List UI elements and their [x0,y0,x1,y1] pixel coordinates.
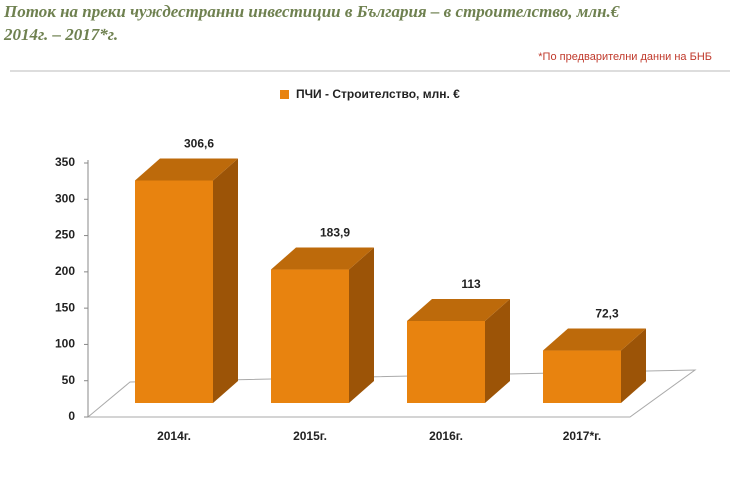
value-label: 72,3 [595,307,619,321]
y-tick-label: 0 [68,409,75,423]
value-label: 306,6 [184,137,214,151]
y-tick-label: 250 [55,228,75,242]
bar-top [543,328,646,351]
y-tick-label: 200 [55,264,75,278]
bar-top [407,298,510,321]
value-label: 113 [461,277,481,291]
value-label: 183,9 [320,226,350,240]
bar-side [213,158,238,403]
x-tick-label: 2015г. [293,429,327,443]
bar [135,180,213,403]
bar [407,320,485,403]
bar-side [349,247,374,403]
x-tick-label: 2016г. [429,429,463,443]
chart-title: Поток на преки чуждестранни инвестиции в… [3,2,620,21]
bar-side [485,298,510,403]
bar-side [621,328,646,403]
legend-label: ПЧИ - Строителство, млн. € [296,87,460,101]
y-tick-label: 300 [55,191,75,205]
y-tick-label: 100 [55,337,75,351]
bar [271,269,349,403]
note: *По предварителни данни на БНБ [538,51,712,63]
x-tick-label: 2017*г. [563,429,602,443]
bar-top [271,247,374,270]
legend-swatch [280,90,289,99]
y-tick-label: 350 [55,155,75,169]
chart-subtitle: 2014г. – 2017*г. [3,25,118,44]
bar [543,350,621,403]
bar-top [135,158,238,181]
y-tick-label: 150 [55,300,75,314]
y-tick-label: 50 [62,373,76,387]
x-tick-label: 2014г. [157,429,191,443]
